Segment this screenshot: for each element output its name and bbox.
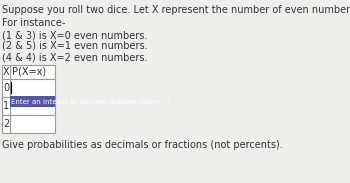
Text: 1: 1 <box>3 101 9 111</box>
Text: Suppose you roll two dice. Let X represent the number of even numbers appearing : Suppose you roll two dice. Let X represe… <box>2 5 350 15</box>
Text: (2 & 5) is X=1 even numbers.: (2 & 5) is X=1 even numbers. <box>2 41 148 51</box>
Text: Enter an integer or decimal number [more...]: Enter an integer or decimal number [more… <box>11 98 169 105</box>
Text: P(X=x): P(X=x) <box>12 67 46 77</box>
Text: 2: 2 <box>3 119 9 129</box>
Text: (1 & 3) is X=0 even numbers.: (1 & 3) is X=0 even numbers. <box>2 30 148 40</box>
Text: 0: 0 <box>3 83 9 93</box>
Text: X: X <box>3 67 9 77</box>
Bar <box>2 79 55 97</box>
Bar <box>2 65 55 79</box>
Text: For instance-: For instance- <box>2 18 65 28</box>
Bar <box>2 115 55 133</box>
Bar <box>2 97 55 115</box>
Bar <box>10 96 55 107</box>
Text: (4 & 4) is X=2 even numbers.: (4 & 4) is X=2 even numbers. <box>2 52 148 62</box>
Text: Give probabilities as decimals or fractions (not percents).: Give probabilities as decimals or fracti… <box>2 140 283 150</box>
